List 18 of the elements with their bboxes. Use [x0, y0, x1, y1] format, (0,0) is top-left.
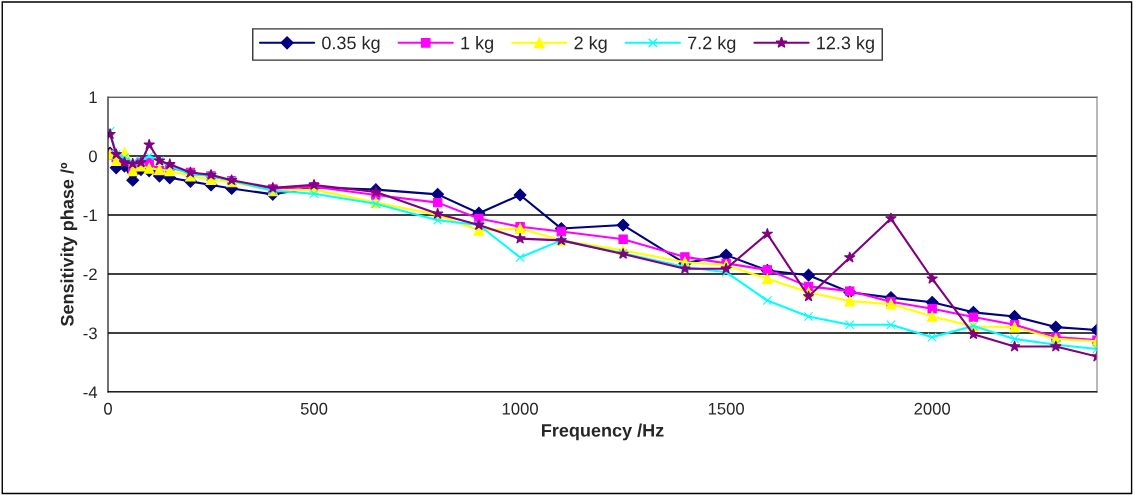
y-tick-label: -3: [83, 327, 97, 340]
x-tick-label: 1000: [502, 402, 538, 415]
legend-label: 0.35 kg: [322, 36, 380, 53]
y-axis-title: Sensitivity phase /º: [60, 162, 78, 327]
x-tick-label: 500: [300, 402, 328, 415]
y-tick-label: -4: [83, 386, 98, 399]
legend-label: 2 kg: [574, 36, 607, 53]
x-tick-label: 0: [104, 402, 112, 415]
x-tick-label: 1500: [708, 402, 745, 415]
y-tick-label: 1: [89, 91, 97, 104]
y-tick-label: 0: [88, 150, 97, 163]
x-axis-title: Frequency /Hz: [542, 423, 664, 441]
legend-label: 12.3 kg: [817, 36, 874, 53]
legend-label: 7.2 kg: [688, 36, 736, 53]
x-tick-label: 2000: [914, 402, 951, 415]
y-tick-label: -2: [83, 268, 97, 281]
legend-label: 1 kg: [461, 36, 493, 53]
y-tick-label: -1: [83, 209, 97, 222]
